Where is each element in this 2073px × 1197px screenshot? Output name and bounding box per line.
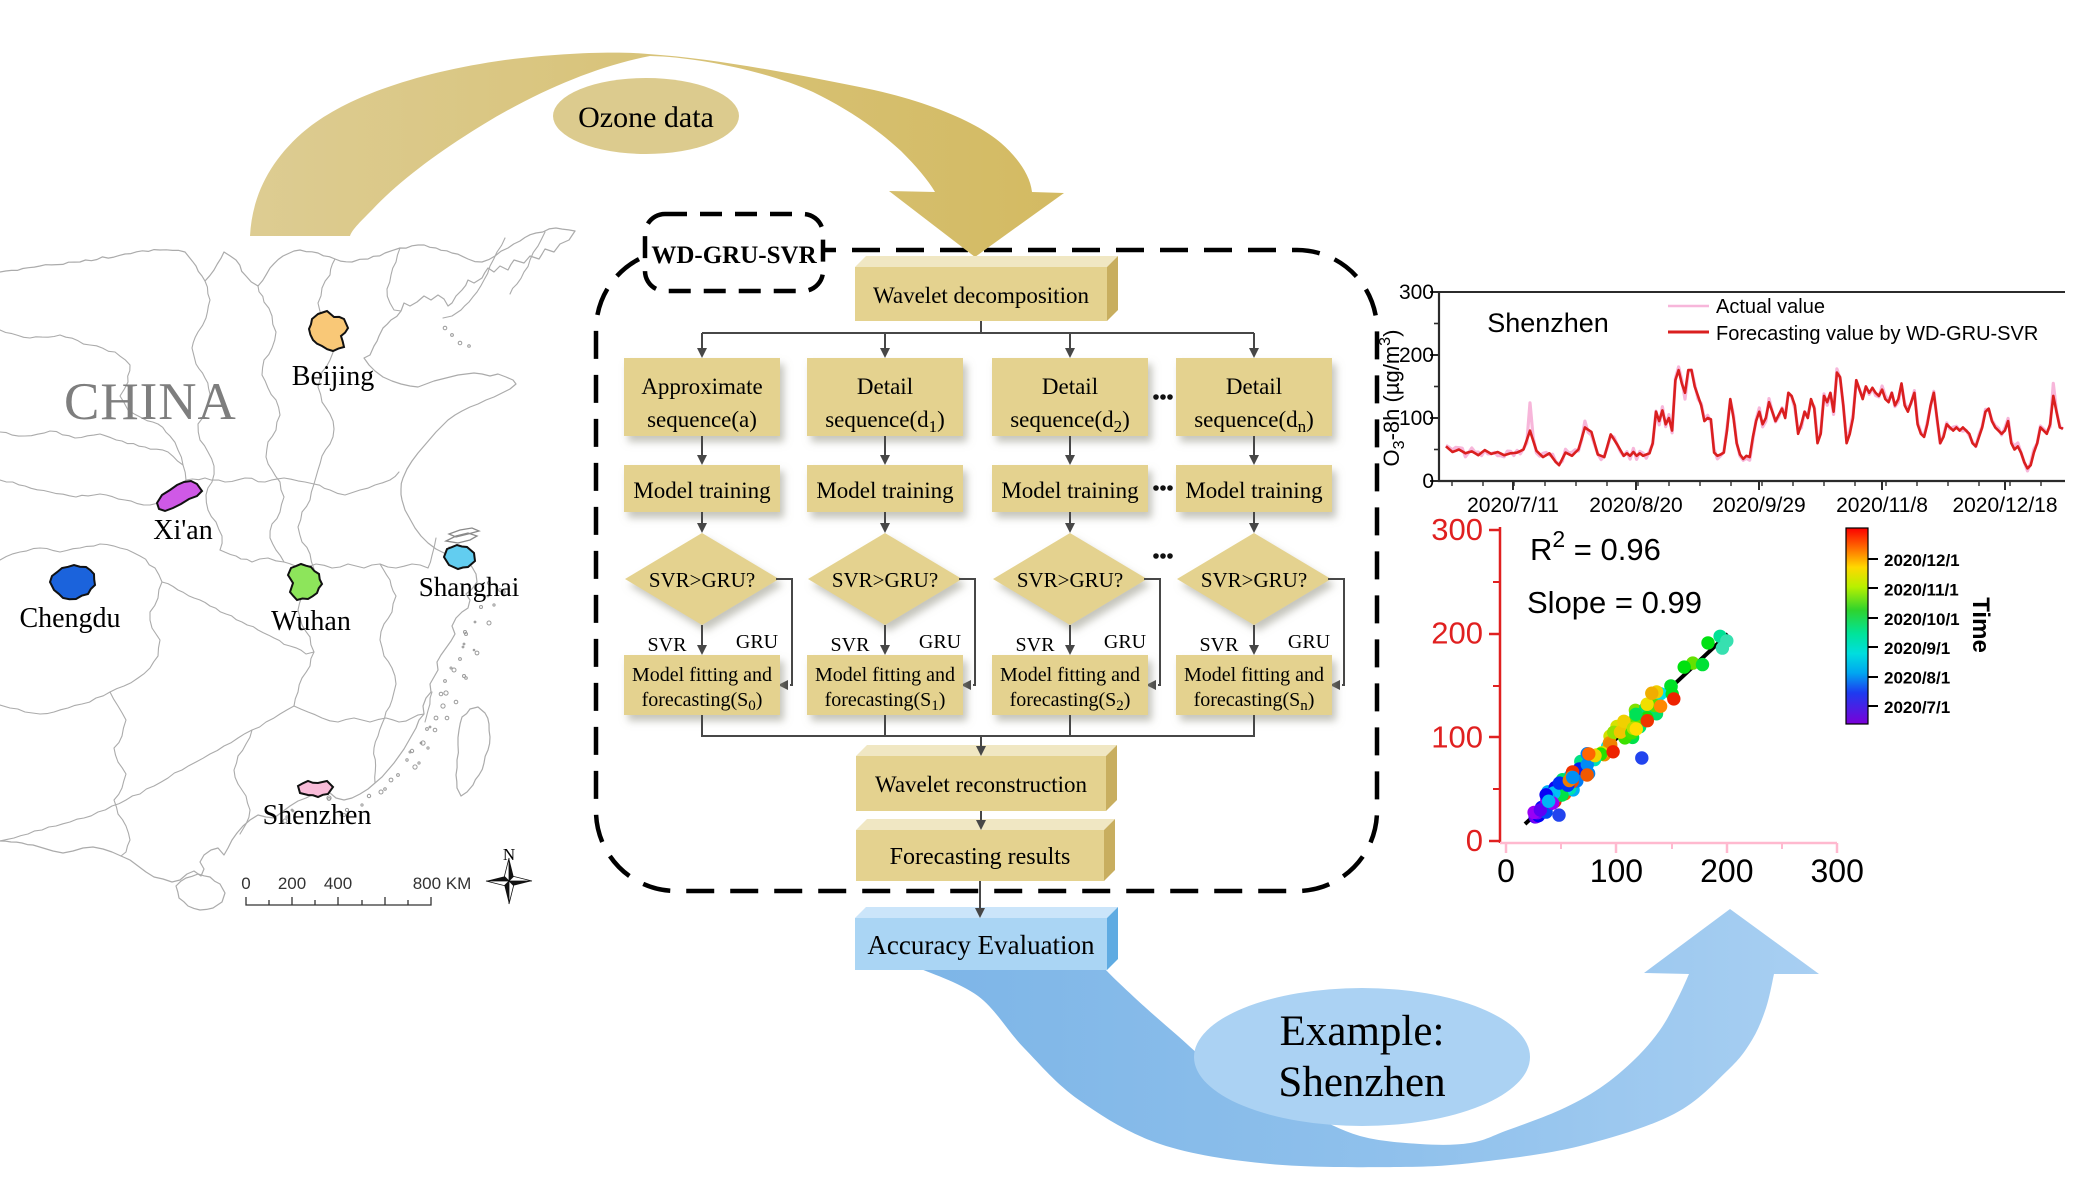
svg-text:2020/7/11: 2020/7/11 <box>1467 494 1559 517</box>
svg-text:GRU: GRU <box>736 631 779 653</box>
svg-text:2020/8/20: 2020/8/20 <box>1589 494 1682 517</box>
svg-text:Model training: Model training <box>1001 478 1139 503</box>
svg-text:SVR>GRU?: SVR>GRU? <box>1201 568 1307 592</box>
svg-text:Model fitting and: Model fitting and <box>815 664 955 686</box>
svg-text:Shenzhen: Shenzhen <box>1487 308 1609 338</box>
svg-text:Example:: Example: <box>1280 1008 1445 1055</box>
svg-text:R2 = 0.96: R2 = 0.96 <box>1530 526 1661 567</box>
svg-text:300: 300 <box>1431 512 1483 547</box>
svg-text:forecasting(S2): forecasting(S2) <box>1010 689 1131 714</box>
svg-text:Chengdu: Chengdu <box>19 603 120 634</box>
svg-text:SVR>GRU?: SVR>GRU? <box>832 568 938 592</box>
svg-text:SVR: SVR <box>831 634 871 656</box>
svg-text:Actual value: Actual value <box>1716 296 1825 318</box>
svg-text:0: 0 <box>1466 823 1483 858</box>
svg-text:Model fitting and: Model fitting and <box>1000 664 1140 686</box>
svg-text:Wuhan: Wuhan <box>271 606 351 637</box>
svg-text:Detail: Detail <box>1042 374 1098 399</box>
svg-text:Accuracy Evaluation: Accuracy Evaluation <box>867 930 1095 960</box>
svg-text:WD-GRU-SVR: WD-GRU-SVR <box>651 242 817 269</box>
svg-text:0: 0 <box>241 874 250 893</box>
svg-text:0: 0 <box>1422 470 1434 493</box>
svg-text:2020/9/29: 2020/9/29 <box>1712 494 1805 517</box>
svg-text:0: 0 <box>1497 853 1515 889</box>
svg-text:Ozone data: Ozone data <box>578 101 714 134</box>
svg-text:Model fitting and: Model fitting and <box>632 664 772 686</box>
svg-text:Model training: Model training <box>1185 478 1323 503</box>
svg-text:2020/10/1: 2020/10/1 <box>1884 610 1960 629</box>
svg-text:100: 100 <box>1431 719 1483 754</box>
svg-text:100: 100 <box>1399 407 1434 430</box>
svg-text:CHINA: CHINA <box>64 373 237 431</box>
svg-text:2020/9/1: 2020/9/1 <box>1884 639 1950 658</box>
svg-text:SVR: SVR <box>648 634 688 656</box>
svg-text:2020/11/8: 2020/11/8 <box>1836 494 1928 517</box>
svg-text:Forecasting results: Forecasting results <box>890 844 1071 870</box>
svg-text:Forecasting value by WD-GRU-SV: Forecasting value by WD-GRU-SVR <box>1716 323 2038 345</box>
svg-text:SVR: SVR <box>1200 634 1240 656</box>
svg-text:2020/12/18: 2020/12/18 <box>1952 494 2057 517</box>
svg-text:Shenzhen: Shenzhen <box>263 800 372 831</box>
svg-text:200: 200 <box>1431 616 1483 651</box>
svg-text:Xi'an: Xi'an <box>153 515 212 546</box>
svg-text:GRU: GRU <box>1288 631 1331 653</box>
svg-text:Beijing: Beijing <box>292 361 374 392</box>
svg-text:GRU: GRU <box>919 631 962 653</box>
svg-text:N: N <box>503 845 515 864</box>
svg-text:Approximate: Approximate <box>641 374 762 399</box>
svg-text:sequence(d2): sequence(d2) <box>1010 407 1130 436</box>
svg-text:forecasting(Sn): forecasting(Sn) <box>1194 689 1315 714</box>
svg-text:200: 200 <box>278 874 306 893</box>
svg-text:2020/11/1: 2020/11/1 <box>1884 580 1959 599</box>
svg-text:GRU: GRU <box>1104 631 1147 653</box>
svg-text:300: 300 <box>1399 281 1434 304</box>
svg-text:sequence(a): sequence(a) <box>647 407 757 432</box>
svg-text:Time: Time <box>1967 597 1994 653</box>
svg-text:Model fitting and: Model fitting and <box>1184 664 1324 686</box>
svg-text:2020/12/1: 2020/12/1 <box>1884 551 1960 570</box>
svg-text:forecasting(S0): forecasting(S0) <box>642 689 763 714</box>
svg-text:200: 200 <box>1399 344 1434 367</box>
svg-text:Shanghai: Shanghai <box>419 572 520 602</box>
svg-text:Slope = 0.99: Slope = 0.99 <box>1527 585 1702 620</box>
svg-text:200: 200 <box>1700 853 1753 889</box>
svg-text:Model training: Model training <box>633 478 771 503</box>
svg-text:300: 300 <box>1811 853 1864 889</box>
svg-text:Detail: Detail <box>1226 374 1282 399</box>
svg-text:100: 100 <box>1590 853 1643 889</box>
svg-text:SVR>GRU?: SVR>GRU? <box>1017 568 1123 592</box>
svg-text:Model training: Model training <box>816 478 954 503</box>
svg-text:400: 400 <box>324 874 352 893</box>
svg-text:sequence(d1): sequence(d1) <box>825 407 945 436</box>
svg-text:SVR: SVR <box>1016 634 1056 656</box>
svg-text:SVR>GRU?: SVR>GRU? <box>649 568 755 592</box>
svg-text:forecasting(S1): forecasting(S1) <box>825 689 946 714</box>
svg-text:2020/8/1: 2020/8/1 <box>1884 669 1950 688</box>
svg-text:sequence(dn): sequence(dn) <box>1194 407 1314 436</box>
svg-text:Shenzhen: Shenzhen <box>1278 1059 1445 1106</box>
svg-text:Detail: Detail <box>857 374 913 399</box>
svg-text:800 KM: 800 KM <box>413 874 472 893</box>
svg-text:2020/7/1: 2020/7/1 <box>1884 698 1950 717</box>
svg-text:Wavelet reconstruction: Wavelet reconstruction <box>875 772 1088 797</box>
svg-text:Wavelet decomposition: Wavelet decomposition <box>873 283 1089 308</box>
